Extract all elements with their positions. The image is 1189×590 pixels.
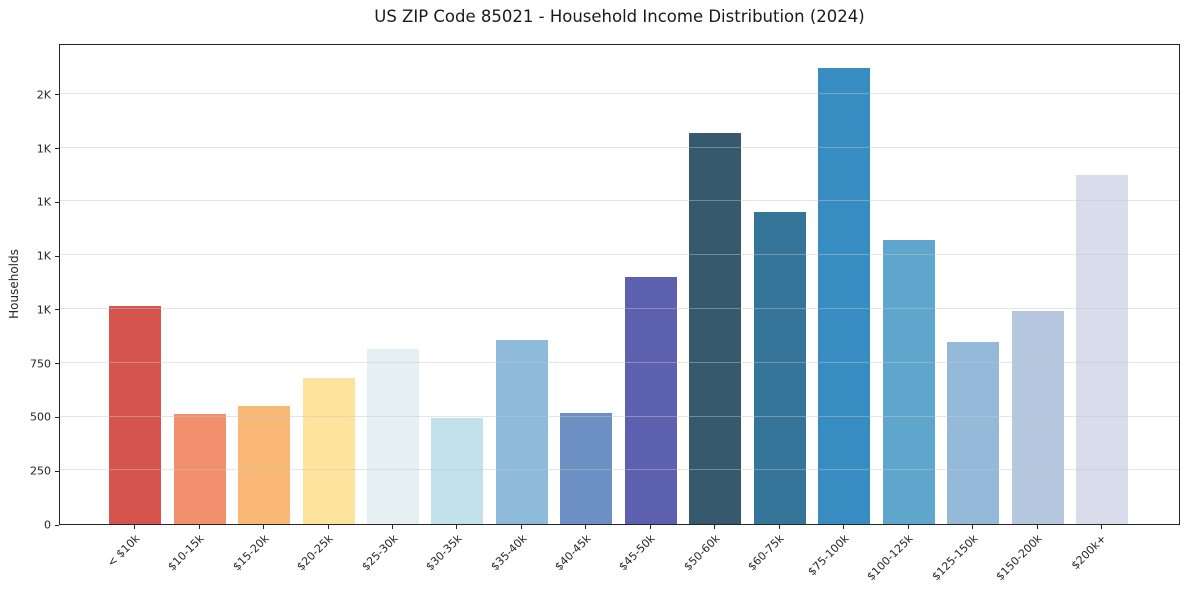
x-tick-mark [327,525,329,529]
x-tick-mark [1036,525,1038,529]
y-tick-label: 750 [30,357,51,371]
y-tick-label: 2K [36,88,51,102]
x-tick-mark [456,525,458,529]
gridline-1000 [60,307,1179,309]
bar-10-15k [173,414,226,524]
y-tick-mark [55,416,59,418]
x-tick-label: $50-60k [681,532,723,574]
bar-75-100k [818,68,871,524]
bar-30-35k [431,417,484,524]
x-tick-mark [520,525,522,529]
y-tick-label: 1K [36,249,51,263]
x-tick-label: $35-40k [487,532,530,574]
x-tick-label: < $10k [104,532,143,570]
x-tick-label: $15-20k [230,532,272,574]
y-tick-label: 1K [36,303,51,317]
x-tick-label: $25-30k [358,532,401,574]
y-tick-label: 0 [44,518,51,532]
bar-10k [109,305,162,524]
x-tick-mark [649,525,651,529]
x-tick-mark [263,525,265,529]
x-tick-label: $10-15k [165,532,207,574]
gridline-1750 [60,146,1179,148]
x-tick-mark [972,525,974,529]
x-tick-label: $60-75k [745,532,787,574]
bar-15-20k [238,405,291,524]
x-tick-label: $200k+ [1069,532,1110,573]
bar-200k [1075,174,1128,524]
y-tick-mark [55,255,59,257]
gridline-1250 [60,254,1179,256]
x-tick-mark [843,525,845,529]
bar-50-60k [689,132,742,524]
bar-45-50k [624,276,677,524]
x-tick-label: $125-150k [929,532,981,584]
x-tick-label: $45-50k [616,532,659,574]
x-tick-label: $75-100k [805,532,852,579]
y-tick-mark [55,524,59,526]
bar-35-40k [495,340,548,524]
x-tick-label: $30-35k [423,532,465,574]
bar-60-75k [753,212,806,524]
x-tick-mark [392,525,393,529]
y-tick-mark [55,363,59,365]
bar-150-200k [1011,311,1064,524]
y-tick-label: 250 [30,464,51,478]
gridline-250 [60,469,1179,471]
x-tick-mark [134,525,136,529]
chart-title: US ZIP Code 85021 - Household Income Dis… [374,7,865,26]
x-tick-mark [198,525,200,529]
bar-25-30k [367,348,419,524]
bar-40-45k [560,413,613,524]
y-tick-mark [55,309,59,311]
x-tick-label: $100-125k [864,532,916,584]
x-tick-mark [907,525,909,529]
gridline-2000 [60,92,1179,94]
x-tick-label: $40-45k [552,532,594,574]
y-tick-mark [55,470,59,472]
gridline-750 [60,361,1179,363]
y-tick-mark [55,94,59,96]
gridline-500 [60,415,1179,417]
x-tick-mark [714,525,716,529]
plot-area [59,44,1180,525]
y-tick-mark [55,148,59,150]
x-tick-mark [585,525,587,529]
x-tick-label: $150-200k [993,532,1045,584]
y-tick-label: 500 [30,410,51,424]
x-tick-mark [778,525,780,529]
y-tick-mark [55,201,59,203]
y-tick-label: 1K [36,142,51,156]
gridline-1500 [60,200,1179,202]
y-tick-label: 1K [36,195,51,209]
bar-20-25k [302,377,355,524]
x-tick-mark [1100,525,1102,529]
x-tick-label: $20-25k [294,532,336,574]
bar-100-125k [882,240,935,524]
bar-125-150k [947,342,1000,524]
